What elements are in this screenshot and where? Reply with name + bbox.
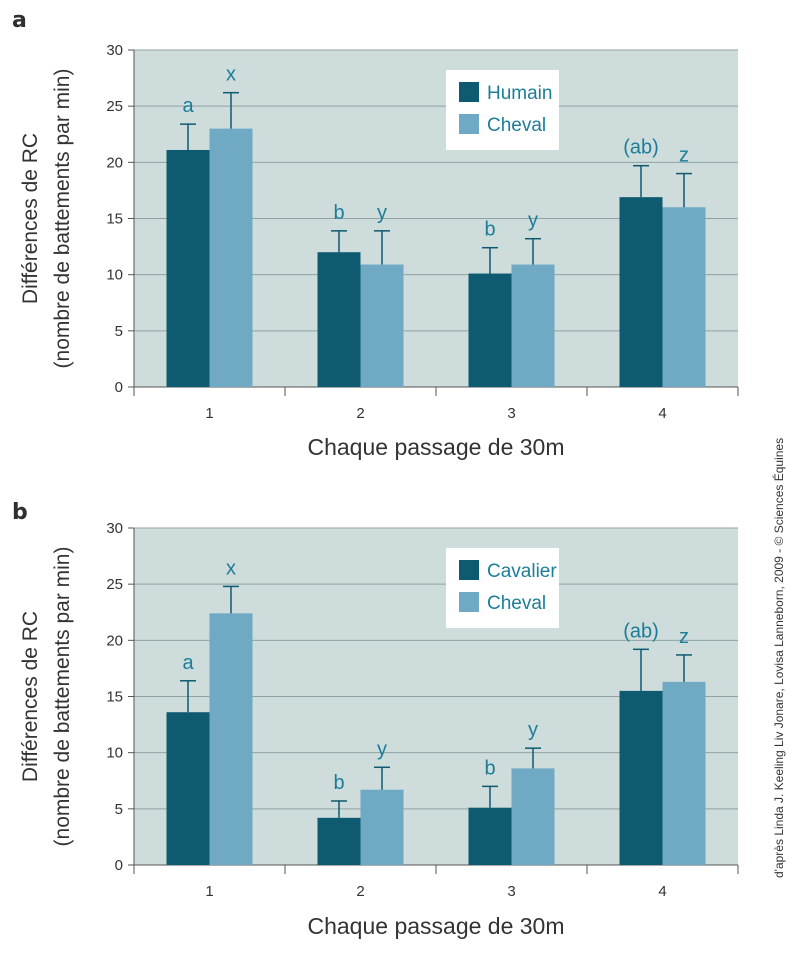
significance-label: z <box>679 145 689 167</box>
legend-label-cheval: Cheval <box>487 593 546 614</box>
x-tick-label: 2 <box>356 405 364 422</box>
x-tick-label: 1 <box>205 883 213 900</box>
legend-swatch-cheval <box>459 592 479 612</box>
y-tick-label: 0 <box>115 379 123 396</box>
y-axis-subtitle: (nombre de battements par min) <box>51 547 74 847</box>
significance-label: y <box>528 210 538 232</box>
chart-panel-a: a 0 5 10 15 20 25 30 1 a x 2 b y 3 b y 4 (ab) z Chaque passa… <box>12 8 739 460</box>
significance-label: b <box>333 772 344 794</box>
x-tick-label: 3 <box>507 405 515 422</box>
significance-label: y <box>377 738 387 760</box>
significance-label: y <box>528 719 538 741</box>
y-axis-title: Différences de RC <box>19 133 42 304</box>
x-tick-label: 1 <box>205 405 213 422</box>
significance-label: x <box>226 64 236 86</box>
bar-cheval-4 <box>662 681 706 865</box>
bar-cheval-1 <box>209 128 253 387</box>
panel-label: b <box>12 500 28 525</box>
panel-label: a <box>12 8 27 33</box>
significance-label: a <box>182 95 194 117</box>
legend-swatch-humain <box>459 82 479 102</box>
y-tick-label: 15 <box>106 689 123 706</box>
y-tick-label: 30 <box>106 520 123 537</box>
significance-label: b <box>333 202 344 224</box>
bar-cheval-3 <box>511 264 555 387</box>
y-tick-label: 20 <box>106 154 123 171</box>
y-tick-label: 5 <box>115 323 123 340</box>
y-axis-title: Différences de RC <box>19 611 42 782</box>
y-tick-label: 10 <box>106 267 123 284</box>
significance-label: a <box>182 652 194 674</box>
bar-cheval-2 <box>360 789 404 865</box>
significance-label: x <box>226 557 236 579</box>
y-tick-label: 5 <box>115 801 123 818</box>
significance-label: (ab) <box>623 620 659 642</box>
chart-panel-b: b 0 5 10 15 20 25 30 1 a x 2 b y 3 b y 4 (ab) z Chaque passa… <box>12 500 739 939</box>
bar-humain-2 <box>317 252 361 387</box>
bar-cheval-1 <box>209 613 253 865</box>
y-tick-label: 25 <box>106 98 123 115</box>
bar-humain-4 <box>619 197 663 387</box>
legend-label-cavalier: Cavalier <box>487 561 557 582</box>
legend-swatch-cheval <box>459 114 479 134</box>
x-tick-label: 3 <box>507 883 515 900</box>
x-tick-label: 4 <box>658 405 666 422</box>
credit-text: d'après Linda J. Keeling Liv Jonare, Lov… <box>771 438 786 878</box>
significance-label: y <box>377 202 387 224</box>
x-tick-label: 2 <box>356 883 364 900</box>
bar-cavalier-1 <box>166 712 210 865</box>
bar-humain-3 <box>468 273 512 387</box>
y-tick-label: 10 <box>106 745 123 762</box>
significance-label: b <box>484 757 495 779</box>
bar-cavalier-2 <box>317 817 361 865</box>
y-axis-subtitle: (nombre de battements par min) <box>51 69 74 369</box>
bar-humain-1 <box>166 149 210 387</box>
x-axis-title: Chaque passage de 30m <box>307 913 564 939</box>
legend-label-cheval: Cheval <box>487 115 546 136</box>
x-axis-title: Chaque passage de 30m <box>307 434 564 460</box>
legend-swatch-cavalier <box>459 560 479 580</box>
legend: Cavalier Cheval <box>446 548 559 628</box>
bar-cheval-3 <box>511 768 555 865</box>
significance-label: z <box>679 626 689 648</box>
y-tick-label: 0 <box>115 857 123 874</box>
legend: Humain Cheval <box>446 70 559 150</box>
legend-label-humain: Humain <box>487 83 552 104</box>
bar-cheval-4 <box>662 207 706 387</box>
y-tick-label: 20 <box>106 632 123 649</box>
y-tick-label: 15 <box>106 211 123 228</box>
significance-label: (ab) <box>623 137 659 159</box>
y-tick-label: 25 <box>106 576 123 593</box>
y-tick-label: 30 <box>106 42 123 59</box>
bar-cavalier-3 <box>468 807 512 865</box>
bar-cavalier-4 <box>619 690 663 865</box>
bar-cheval-2 <box>360 264 404 387</box>
significance-label: b <box>484 219 495 241</box>
x-tick-label: 4 <box>658 883 666 900</box>
